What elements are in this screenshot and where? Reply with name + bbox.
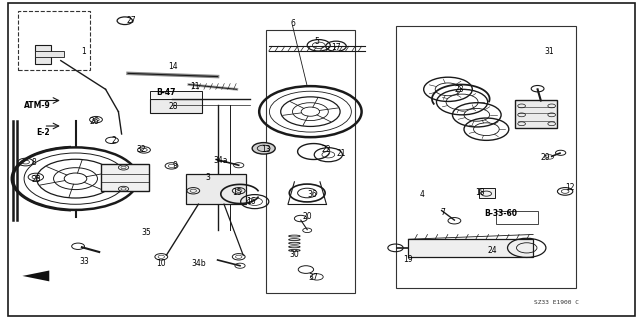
Bar — [35, 51, 64, 57]
Circle shape — [252, 143, 275, 154]
Bar — [496, 211, 538, 224]
Text: 19: 19 — [403, 256, 413, 264]
Text: 15: 15 — [232, 189, 242, 197]
Text: 37: 37 — [308, 273, 319, 282]
Text: 2: 2 — [111, 136, 116, 145]
Bar — [186, 174, 246, 204]
Bar — [101, 164, 149, 191]
Text: SZ33 E1900 C: SZ33 E1900 C — [534, 300, 579, 305]
Bar — [18, 11, 90, 70]
Bar — [150, 99, 202, 113]
Bar — [396, 26, 576, 288]
Text: 20: 20 — [302, 212, 312, 221]
Bar — [479, 188, 495, 198]
Bar — [515, 100, 557, 128]
Text: 28: 28 — [168, 102, 177, 111]
Text: 6: 6 — [290, 19, 295, 28]
Text: 4: 4 — [420, 190, 425, 199]
Text: 30: 30 — [289, 250, 300, 259]
Text: 31: 31 — [544, 47, 554, 56]
Text: 23: 23 — [454, 85, 465, 94]
Polygon shape — [22, 271, 49, 281]
Text: 21: 21 — [337, 149, 346, 158]
Text: E-2: E-2 — [36, 128, 51, 137]
Text: 8: 8 — [31, 158, 36, 167]
Text: 5: 5 — [314, 37, 319, 46]
Text: 26: 26 — [90, 117, 100, 126]
Text: 18: 18 — [476, 189, 484, 197]
Text: 3: 3 — [205, 173, 211, 182]
Text: 10: 10 — [156, 259, 166, 268]
Text: 16: 16 — [246, 197, 256, 206]
Bar — [408, 239, 533, 257]
Text: 29: 29 — [540, 153, 550, 162]
Bar — [150, 91, 202, 99]
Text: 27: 27 — [126, 16, 136, 25]
Text: 12: 12 — [565, 183, 574, 192]
Text: 13: 13 — [260, 145, 271, 154]
Text: 11: 11 — [191, 82, 200, 91]
Bar — [266, 30, 355, 293]
Text: 32: 32 — [136, 145, 146, 154]
Text: 7: 7 — [440, 208, 445, 217]
Text: 22: 22 — [322, 145, 331, 154]
Bar — [35, 45, 51, 64]
Text: 34b: 34b — [191, 259, 205, 268]
Text: 34a: 34a — [214, 156, 228, 165]
Text: 33: 33 — [79, 257, 90, 266]
Text: 35: 35 — [141, 228, 151, 237]
Text: 9: 9 — [172, 161, 177, 170]
Text: B-47: B-47 — [157, 88, 176, 97]
Text: B-33-60: B-33-60 — [484, 209, 517, 218]
Text: 25: 25 — [31, 175, 42, 184]
Text: 14: 14 — [168, 63, 178, 71]
Text: 24: 24 — [488, 246, 498, 255]
Text: 17: 17 — [331, 43, 341, 52]
Text: 1: 1 — [81, 47, 86, 56]
Text: 36: 36 — [307, 190, 317, 199]
Text: ATM-9: ATM-9 — [24, 101, 51, 110]
